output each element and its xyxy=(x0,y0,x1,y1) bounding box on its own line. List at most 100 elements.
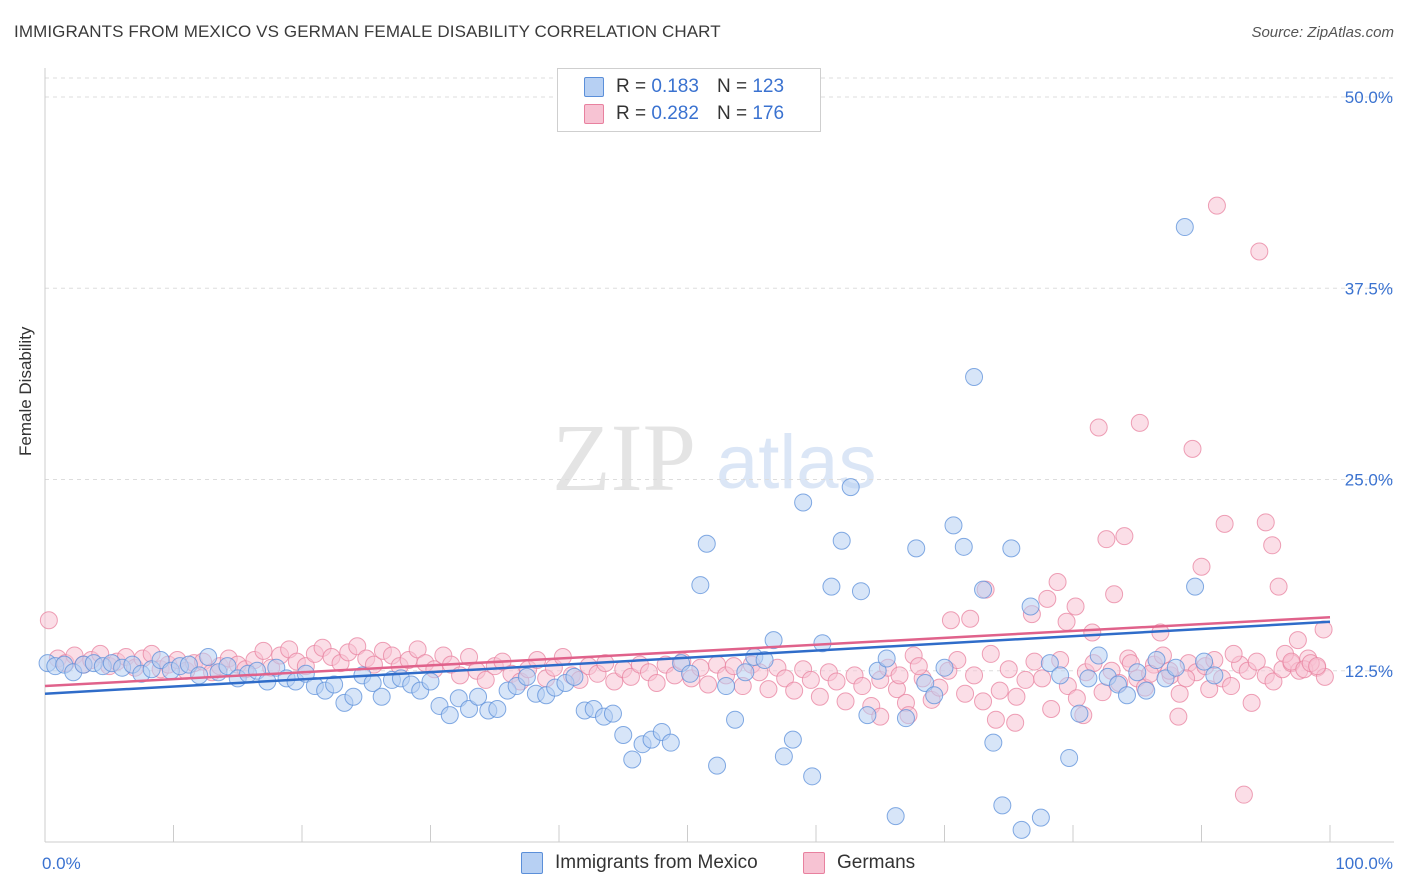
data-point xyxy=(697,534,716,553)
y-tick-label: 37.5% xyxy=(1345,279,1393,298)
n-value-mexico: 123 xyxy=(752,76,785,97)
data-point xyxy=(1288,631,1307,650)
data-point xyxy=(1002,539,1021,558)
data-point xyxy=(1195,652,1214,671)
data-point xyxy=(916,673,935,692)
data-point xyxy=(877,649,896,668)
axes xyxy=(44,68,1394,843)
data-point xyxy=(1166,658,1185,677)
data-point xyxy=(218,657,237,676)
data-point xyxy=(726,710,745,729)
data-point xyxy=(851,582,870,601)
data-point xyxy=(801,670,820,689)
data-point xyxy=(941,611,960,630)
data-point xyxy=(1205,666,1224,685)
data-point xyxy=(344,687,363,706)
data-point xyxy=(1183,439,1202,458)
data-point xyxy=(1308,657,1327,676)
data-point xyxy=(1247,652,1266,671)
data-point xyxy=(1040,654,1059,673)
legend-row-germans: R = 0.282 N = 176 xyxy=(584,102,784,126)
data-point xyxy=(783,730,802,749)
data-point xyxy=(1016,670,1035,689)
data-point xyxy=(1060,748,1079,767)
data-point xyxy=(764,631,783,650)
n-label: N = xyxy=(716,103,748,124)
trend-lines xyxy=(44,615,1331,695)
data-point xyxy=(699,675,718,694)
data-point xyxy=(1117,686,1136,705)
y-tick-label: 25.0% xyxy=(1345,471,1393,490)
data-point xyxy=(1263,536,1282,555)
data-point xyxy=(681,664,700,683)
data-point xyxy=(1048,573,1067,592)
legend-label-mexico: Immigrants from Mexico xyxy=(555,852,758,873)
data-point xyxy=(565,667,584,686)
data-point xyxy=(1269,577,1288,596)
data-point xyxy=(896,709,915,728)
data-point xyxy=(614,726,633,745)
data-point xyxy=(1128,663,1147,682)
data-point xyxy=(1079,669,1098,688)
data-point xyxy=(836,692,855,711)
data-point xyxy=(993,796,1012,815)
data-point xyxy=(1038,589,1057,608)
data-point xyxy=(1057,612,1076,631)
x-tick-label: 0.0% xyxy=(42,854,81,873)
watermark-zip: ZIP xyxy=(552,404,696,511)
data-point xyxy=(858,706,877,725)
data-point xyxy=(794,493,813,512)
data-point xyxy=(853,677,872,696)
legend-item-mexico: Immigrants from Mexico xyxy=(521,852,758,874)
data-point xyxy=(1215,514,1234,533)
data-point xyxy=(1067,689,1086,708)
data-point xyxy=(1006,713,1025,732)
correlation-legend: R = 0.183 N = 123 R = 0.282 N = 176 xyxy=(557,68,821,132)
data-point xyxy=(1083,623,1102,642)
data-point xyxy=(925,686,944,705)
chart-title: IMMIGRANTS FROM MEXICO VS GERMAN FEMALE … xyxy=(14,22,721,41)
data-point xyxy=(460,700,479,718)
data-point xyxy=(785,681,804,700)
r-label: R = xyxy=(616,103,647,124)
y-axis-label: Female Disability xyxy=(16,326,35,456)
data-point xyxy=(1192,557,1211,576)
data-point xyxy=(691,576,710,595)
legend-label-germans: Germans xyxy=(837,852,916,873)
data-point xyxy=(421,672,440,691)
data-point xyxy=(954,537,973,556)
data-point xyxy=(1089,646,1108,665)
data-point xyxy=(372,687,391,706)
data-point xyxy=(1115,527,1134,546)
data-point xyxy=(39,611,58,630)
data-point xyxy=(408,640,427,659)
data-point xyxy=(1051,666,1070,685)
data-point xyxy=(1137,681,1156,700)
data-point xyxy=(935,658,954,677)
data-point xyxy=(827,672,846,691)
data-point xyxy=(1169,707,1188,726)
data-point xyxy=(488,700,507,718)
data-point xyxy=(984,733,1003,752)
data-point xyxy=(1234,785,1253,804)
data-point xyxy=(1256,513,1275,532)
data-points xyxy=(38,196,1334,839)
data-point xyxy=(736,663,755,682)
legend-row-mexico: R = 0.183 N = 123 xyxy=(584,75,784,99)
data-point xyxy=(965,666,984,685)
data-point xyxy=(974,692,993,711)
data-point xyxy=(623,750,642,769)
data-point xyxy=(890,666,909,685)
data-point xyxy=(1242,693,1261,712)
y-tick-label: 12.5% xyxy=(1345,662,1393,681)
data-point xyxy=(907,539,926,558)
data-point xyxy=(717,677,736,696)
data-point xyxy=(1033,669,1052,688)
data-point xyxy=(822,577,841,596)
data-point xyxy=(909,657,928,676)
trend-line xyxy=(44,620,1331,695)
data-point xyxy=(1222,677,1241,696)
data-point xyxy=(1042,700,1061,718)
data-point xyxy=(832,531,851,550)
data-point xyxy=(965,367,984,386)
